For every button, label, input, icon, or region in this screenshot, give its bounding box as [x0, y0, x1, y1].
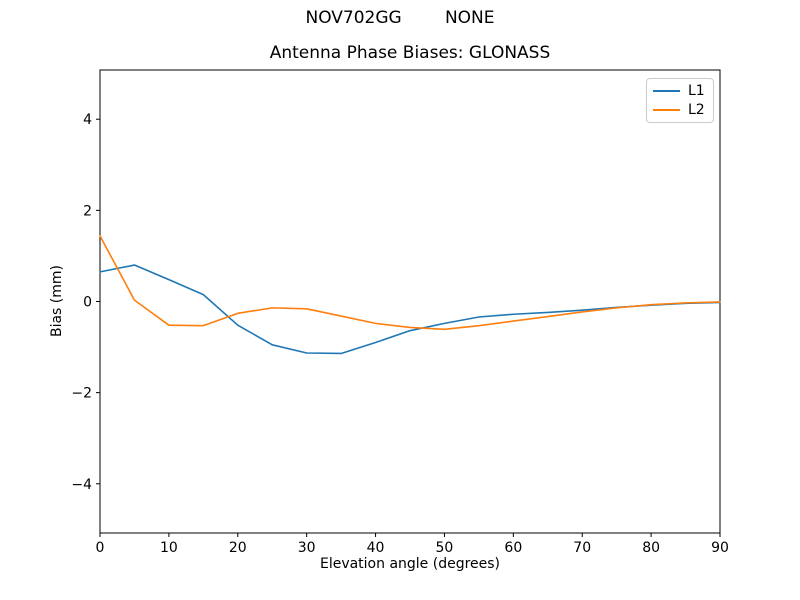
x-tick-label: 50 — [436, 540, 454, 556]
y-tick-label: 2 — [83, 203, 92, 219]
x-tick-label: 90 — [711, 540, 729, 556]
x-tick-label: 60 — [504, 540, 522, 556]
x-tick-label: 40 — [367, 540, 385, 556]
series-line-L2 — [99, 235, 721, 331]
figure-suptitle: NOV702GG NONE — [305, 8, 495, 28]
y-tick-label: 4 — [83, 112, 92, 128]
legend-label-l2: L2 — [688, 102, 705, 118]
x-tick-label: 0 — [96, 540, 105, 556]
x-axis-label: Elevation angle (degrees) — [319, 556, 501, 572]
x-tick-label: 10 — [160, 540, 178, 556]
x-tick-label: 70 — [573, 540, 591, 556]
y-tick-label: 0 — [83, 295, 92, 311]
x-tick-label: 20 — [229, 540, 247, 556]
legend: L1 L2 — [646, 78, 714, 123]
legend-line-l2-swatch — [653, 109, 680, 111]
axes-frame — [99, 69, 721, 534]
x-tick-label: 80 — [642, 540, 660, 556]
legend-line-l1-swatch — [653, 90, 680, 92]
legend-label-l1: L1 — [688, 83, 705, 99]
legend-item-l1: L1 — [647, 84, 713, 98]
series-line-L1 — [99, 264, 721, 355]
x-tick-label: 30 — [298, 540, 316, 556]
legend-item-l2: L2 — [647, 103, 713, 117]
y-tick-label: −2 — [71, 386, 92, 402]
axes-title: Antenna Phase Biases: GLONASS — [269, 43, 551, 63]
y-tick-label: −4 — [71, 477, 92, 493]
y-axis-label: Bias (mm) — [49, 264, 65, 338]
